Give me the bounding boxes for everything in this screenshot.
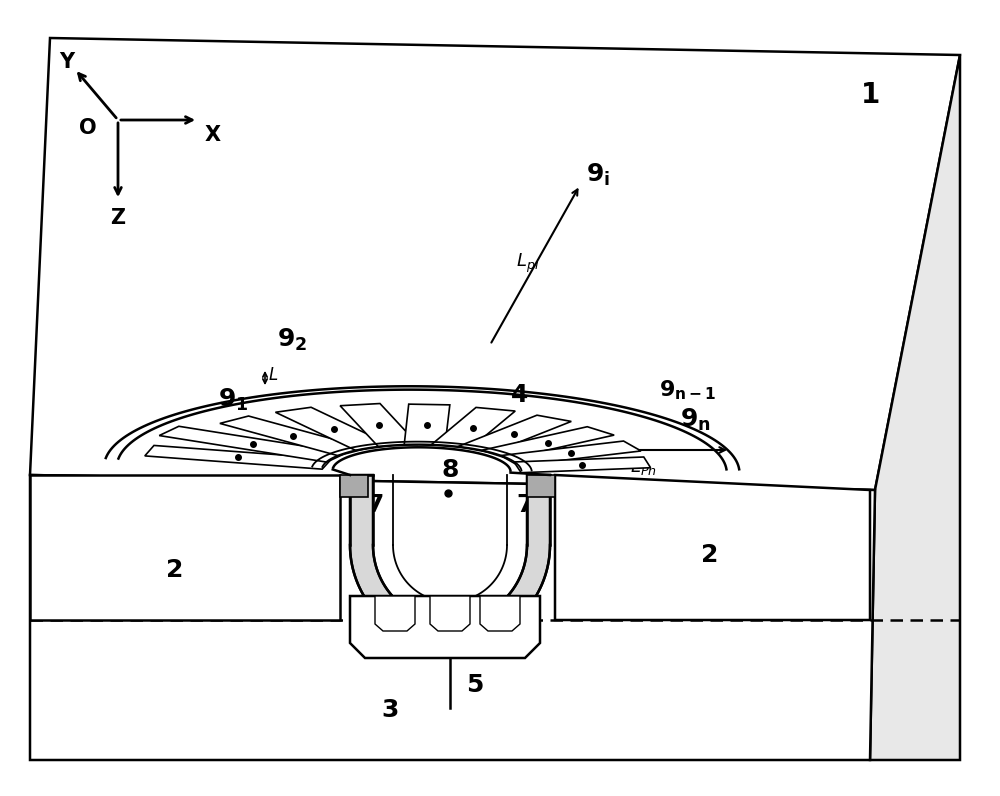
Polygon shape [458,416,571,453]
Text: $L$: $L$ [268,366,278,384]
Polygon shape [30,475,875,760]
Text: 7: 7 [366,493,384,517]
Polygon shape [514,457,651,473]
Text: 7: 7 [516,493,534,517]
Polygon shape [159,427,346,462]
Text: 2: 2 [701,543,719,567]
Text: 6: 6 [436,623,454,647]
Text: O: O [79,118,97,138]
Polygon shape [275,408,391,451]
Polygon shape [340,404,418,447]
Polygon shape [480,596,520,631]
Polygon shape [30,38,960,490]
Polygon shape [350,475,550,645]
Text: $L_{Pn}$: $L_{Pn}$ [630,457,656,477]
Text: X: X [205,125,221,145]
Polygon shape [145,446,332,469]
Polygon shape [350,596,540,658]
Polygon shape [870,55,960,760]
Polygon shape [555,475,870,620]
Polygon shape [220,416,367,455]
Text: Z: Z [110,208,126,228]
Text: 4: 4 [511,383,529,407]
Polygon shape [431,408,515,448]
Polygon shape [430,596,470,631]
Polygon shape [481,427,614,458]
Text: $L_{pi}$: $L_{pi}$ [516,252,540,275]
Text: $\mathbf{9_{n-1}}$: $\mathbf{9_{n-1}}$ [659,378,717,402]
Polygon shape [30,475,340,620]
Text: 8: 8 [441,458,459,482]
Text: Y: Y [59,52,75,72]
Polygon shape [404,404,450,446]
Text: 5: 5 [466,673,484,697]
Text: $\mathbf{9_n}$: $\mathbf{9_n}$ [680,407,710,433]
Polygon shape [375,596,415,631]
Polygon shape [340,475,368,497]
Text: 3: 3 [381,698,399,722]
Text: 2: 2 [166,558,184,582]
Text: $\mathbf{9_2}$: $\mathbf{9_2}$ [277,327,307,353]
Polygon shape [501,441,641,466]
Polygon shape [527,475,555,497]
Text: $\mathbf{9_i}$: $\mathbf{9_i}$ [586,162,610,188]
Text: 1: 1 [860,81,880,109]
Text: $\mathbf{9_1}$: $\mathbf{9_1}$ [218,387,248,413]
